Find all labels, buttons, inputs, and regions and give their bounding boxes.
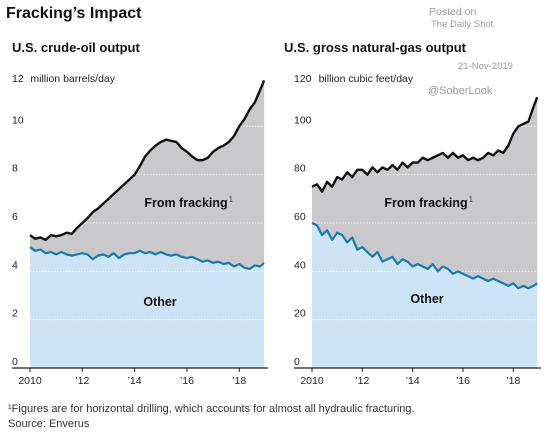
total-series-line [311, 96, 539, 193]
crude-oil-chart: U.S. crude-oil output 0 2 4 6 8 10 12 million ba… [12, 40, 268, 387]
x-tick-label: ’14 [406, 375, 420, 387]
y-tick-label: 6 [12, 211, 18, 223]
x-tick-label: ’14 [128, 375, 142, 387]
x-tick-label: ’18 [506, 375, 520, 387]
y-tick-label: 120 [294, 73, 312, 85]
total-series-line [29, 79, 266, 242]
other-area [312, 223, 538, 368]
x-tick-label: 2010 [300, 375, 324, 387]
y-tick-label: 40 [294, 259, 306, 271]
unit-label: billion cubic feet/day [319, 73, 414, 85]
y-tick-label: 20 [294, 308, 306, 320]
y-tick-label: 4 [12, 259, 18, 271]
footnote-marker: 1 [229, 195, 234, 204]
footnote-marker: 1 [469, 195, 474, 204]
watermark-posted: Posted on [429, 6, 477, 18]
y-tick-label: 2 [12, 308, 18, 320]
x-tick-label: ’12 [355, 375, 369, 387]
footnote: ¹Figures are for horizontal drilling, wh… [8, 403, 415, 415]
x-tick-label: ’16 [456, 375, 470, 387]
y-tick-label: 0 [12, 356, 18, 368]
y-tick-label: 8 [12, 163, 18, 175]
fracking-area-label: From fracking [144, 196, 227, 210]
other-area-label: Other [410, 292, 443, 306]
y-tick-label: 100 [294, 114, 312, 126]
y-tick-label: 0 [294, 356, 300, 368]
x-tick-label: 2010 [18, 375, 42, 387]
watermark-date: 21-Nov-2019 [458, 61, 513, 72]
chart-title: U.S. crude-oil output [12, 40, 140, 55]
watermark-source: The Daily Shot [431, 19, 494, 30]
chart-title: U.S. gross natural-gas output [284, 40, 467, 55]
other-series-line [29, 246, 265, 271]
natural-gas-chart: U.S. gross natural-gas output 0 20 40 60 80 10… [284, 40, 541, 387]
y-tick-label: 80 [294, 163, 306, 175]
y-tick-label: 12 [12, 73, 24, 85]
x-tick-label: ’12 [75, 375, 89, 387]
other-area-label: Other [143, 295, 176, 309]
source-note: Source: Enverus [8, 418, 90, 430]
y-tick-label: 60 [294, 211, 306, 223]
y-tick-label: 10 [12, 114, 24, 126]
x-tick-label: ’18 [232, 375, 246, 387]
fracking-area-label: From fracking [384, 196, 467, 210]
figure-title: Fracking’s Impact [6, 5, 142, 22]
other-area [30, 247, 265, 368]
watermark-handle: @SoberLook [428, 85, 493, 97]
x-tick-label: ’16 [180, 375, 194, 387]
fracking-area [312, 97, 538, 289]
other-series-line [311, 222, 538, 290]
unit-label: million barrels/day [30, 73, 115, 85]
